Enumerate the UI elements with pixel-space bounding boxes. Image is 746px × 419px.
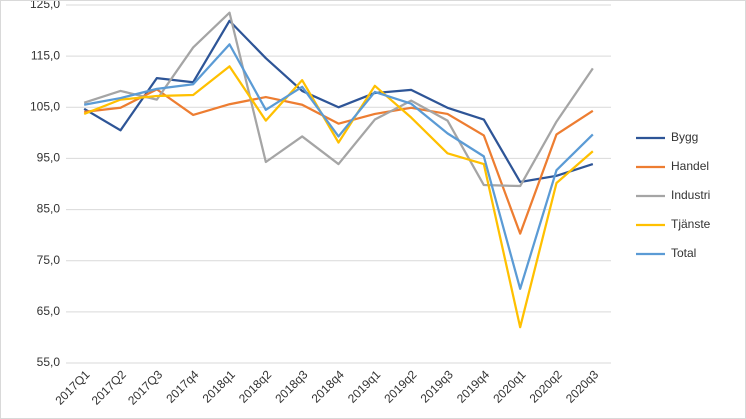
x-tick-label: 2017Q3 [125,367,165,407]
y-tick-label: 105,0 [30,99,60,113]
x-tick-label: 2017Q2 [89,367,129,407]
x-tick-label: 2017q4 [163,367,201,405]
x-tick-label: 2019q2 [381,367,419,405]
y-tick-label: 65,0 [37,304,61,318]
y-tick-label: 85,0 [37,202,61,216]
series-line [83,43,594,290]
series-line [83,19,594,184]
legend-label: Industri [671,188,710,202]
x-tick-label: 2020q3 [563,367,601,405]
x-tick-label: 2019q1 [345,367,383,405]
y-tick-label: 75,0 [37,253,61,267]
x-tick-label: 2018q2 [236,367,274,405]
x-tick-label: 2019q4 [454,367,492,405]
x-tick-label: 2020q2 [527,367,565,405]
x-tick-label: 2018q4 [309,367,347,405]
legend-label: Total [671,246,696,260]
y-tick-label: 125,0 [30,0,60,11]
x-tick-label: 2018q1 [200,367,238,405]
y-tick-label: 55,0 [37,355,61,369]
x-tick-label: 2018q3 [272,367,310,405]
legend-label: Handel [671,159,709,173]
x-tick-label: 2017Q1 [52,367,92,407]
series-line [84,88,594,235]
series-line [83,11,594,188]
legend-label: Tjänste [671,217,711,231]
y-tick-label: 95,0 [37,151,61,165]
x-tick-label: 2020q1 [490,367,528,405]
series-line [83,65,594,329]
x-tick-label: 2019q3 [418,367,456,405]
y-tick-label: 115,0 [31,48,60,62]
legend-label: Bygg [671,130,698,144]
